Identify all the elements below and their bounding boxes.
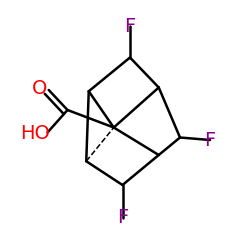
Text: O: O <box>32 79 47 98</box>
Text: F: F <box>117 208 128 227</box>
Text: HO: HO <box>20 124 50 143</box>
Text: F: F <box>124 17 136 36</box>
Text: F: F <box>204 130 216 150</box>
